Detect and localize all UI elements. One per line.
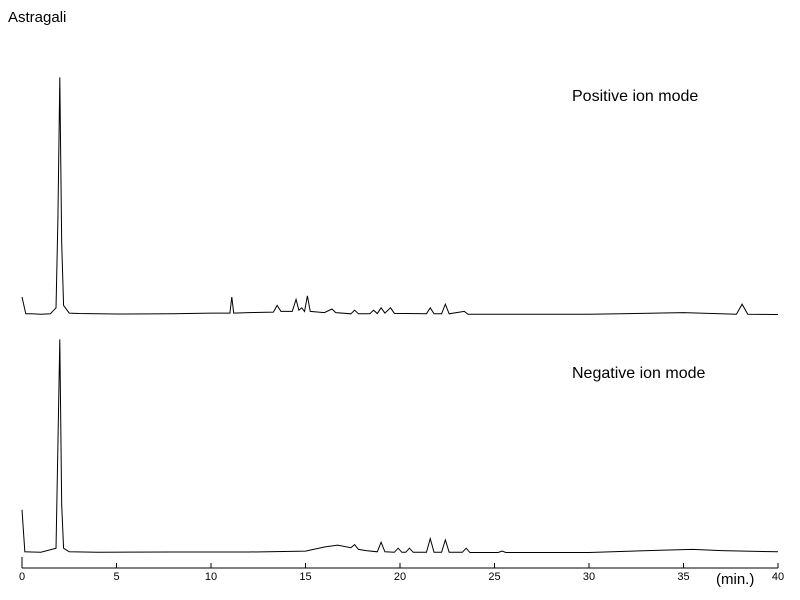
x-tick-label: 25 [488, 571, 500, 583]
x-tick-label: 10 [205, 571, 217, 583]
x-tick-label: 40 [772, 571, 784, 583]
x-tick-label: 20 [394, 571, 406, 583]
x-tick-label: 0 [19, 571, 25, 583]
trace [21, 77, 779, 316]
x-tick-label: 35 [677, 571, 689, 583]
panel-label: Negative ion mode [572, 365, 706, 382]
x-tick-label: 5 [113, 571, 119, 583]
x-axis-label: (min.) [716, 571, 754, 588]
panel-label: Positive ion mode [572, 88, 698, 105]
trace [21, 339, 779, 554]
chart-title: Astragali [8, 9, 66, 26]
x-tick-label: 30 [583, 571, 595, 583]
x-tick-label: 15 [299, 571, 311, 583]
